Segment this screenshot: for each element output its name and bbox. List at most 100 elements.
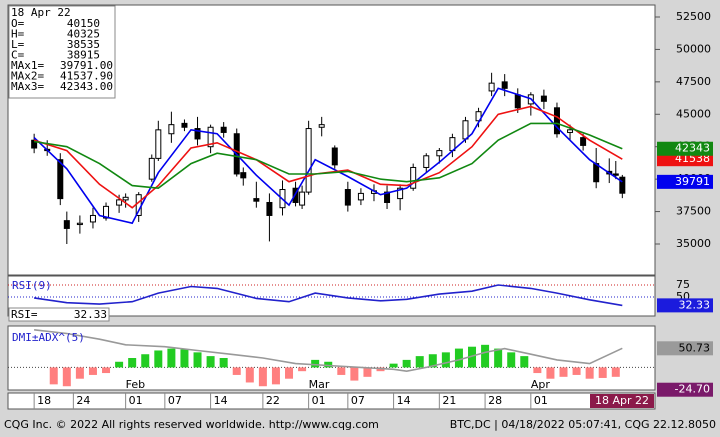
candle-body xyxy=(331,147,338,166)
dmi-bar xyxy=(468,346,477,368)
candle-body xyxy=(436,150,443,157)
month-label: Mar xyxy=(309,378,330,391)
dmi-bar xyxy=(559,367,568,377)
value-box xyxy=(657,174,713,189)
x-tick-label: 01 xyxy=(534,394,548,407)
dmi-bar xyxy=(298,367,307,372)
moving-average xyxy=(33,122,623,190)
candle-body xyxy=(63,220,70,229)
candle-body xyxy=(76,222,83,226)
candle-body xyxy=(155,129,162,159)
x-tick-label: 28 xyxy=(488,394,502,407)
candle-body xyxy=(567,129,574,133)
dmi-bar xyxy=(363,367,372,377)
header-label: MAx2= xyxy=(11,70,44,83)
candle-body xyxy=(207,126,214,148)
rsi-readout-box xyxy=(8,307,110,322)
header-label: MAx3= xyxy=(11,80,44,93)
dmi-bar xyxy=(180,349,189,368)
value-box xyxy=(657,141,713,156)
dmi-bar xyxy=(324,361,333,368)
y-tick-label: 50000 xyxy=(676,42,711,55)
dmi-bar xyxy=(193,352,202,368)
month-label: Apr xyxy=(531,378,551,391)
candle-body xyxy=(103,205,110,219)
value-box-label: 50.73 xyxy=(679,341,711,354)
candle-body xyxy=(397,187,404,200)
header-box xyxy=(8,5,116,99)
dmi-bar xyxy=(285,367,294,379)
dmi-bar xyxy=(245,367,254,383)
header-label: MAx1= xyxy=(11,59,44,72)
moving-average xyxy=(33,87,623,225)
candle-body xyxy=(410,166,417,189)
header-label: L= xyxy=(11,38,25,51)
dmi-bar xyxy=(258,367,267,387)
dmi-bar xyxy=(454,348,463,368)
header-value: 38535 xyxy=(67,38,100,51)
x-tick-label: 14 xyxy=(214,394,228,407)
header-value: 40150 xyxy=(67,17,100,30)
dmi-bar xyxy=(507,352,516,368)
dmi-bar xyxy=(533,367,542,374)
y-tick-label: 45000 xyxy=(676,107,711,120)
x-tick-label: 07 xyxy=(168,394,182,407)
y-tick-label: 52500 xyxy=(676,10,711,23)
value-box xyxy=(657,341,713,356)
candle-body xyxy=(116,199,123,206)
x-tick-label: 24 xyxy=(76,394,90,407)
dmi-bar xyxy=(102,367,111,374)
dmi-bar xyxy=(494,348,503,368)
current-date-box xyxy=(590,394,654,408)
current-date: 18 Apr 22 xyxy=(595,394,649,407)
dmi-panel xyxy=(7,325,656,391)
dmi-bar xyxy=(219,358,228,368)
header-value: 39791.00 xyxy=(60,59,113,72)
candle-body xyxy=(384,191,391,203)
header-date: 18 Apr 22 xyxy=(11,6,71,19)
rsi-readout-label: RSI= xyxy=(11,308,38,321)
dmi-bar xyxy=(481,344,490,368)
dmi-bar xyxy=(585,367,594,379)
candle-body xyxy=(488,82,495,92)
dmi-bar xyxy=(62,367,71,387)
footer-left: CQG Inc. © 2022 All rights reserved worl… xyxy=(4,418,379,431)
dmi-bar xyxy=(232,367,241,375)
candle-body xyxy=(253,198,260,202)
header-value: 38915 xyxy=(67,49,100,62)
dmi-bar xyxy=(167,348,176,368)
value-box-label: 42343 xyxy=(675,142,710,155)
dmi-bar xyxy=(311,359,320,368)
panel-title: DMI±ADX^(5) xyxy=(12,331,85,344)
value-box xyxy=(657,298,713,313)
y-tick-label: 37500 xyxy=(676,205,711,218)
dmi-bar xyxy=(88,367,97,375)
candle-body xyxy=(181,122,188,128)
candle-body xyxy=(580,137,587,146)
candle-body xyxy=(318,124,325,128)
candle-body xyxy=(612,173,619,176)
candle-body xyxy=(168,124,175,135)
dmi-bar xyxy=(206,356,215,368)
y-tick-label: 47500 xyxy=(676,75,711,88)
dmi-bar xyxy=(415,356,424,368)
value-box-label: -24.70 xyxy=(675,383,710,396)
rsi-readout-value: 32.33 xyxy=(74,308,107,321)
value-box-label: 32.33 xyxy=(679,298,711,311)
candle-body xyxy=(266,201,273,216)
candle-body xyxy=(57,159,64,200)
footer-right: BTC,DC | 04/18/2022 05:07:41, CQG 22.12.… xyxy=(450,418,716,431)
dmi-bar xyxy=(598,367,607,378)
candle-body xyxy=(501,81,508,89)
dmi-bar xyxy=(154,350,163,368)
dmi-bar xyxy=(611,367,620,377)
date-axis xyxy=(7,392,656,410)
dmi-bar xyxy=(350,367,359,381)
header-label: H= xyxy=(11,28,25,41)
header-label: O= xyxy=(11,17,25,30)
dmi-bar xyxy=(49,367,58,385)
candle-body xyxy=(462,120,469,140)
candle-body xyxy=(194,128,201,140)
y-tick-label: 75 xyxy=(676,278,690,291)
